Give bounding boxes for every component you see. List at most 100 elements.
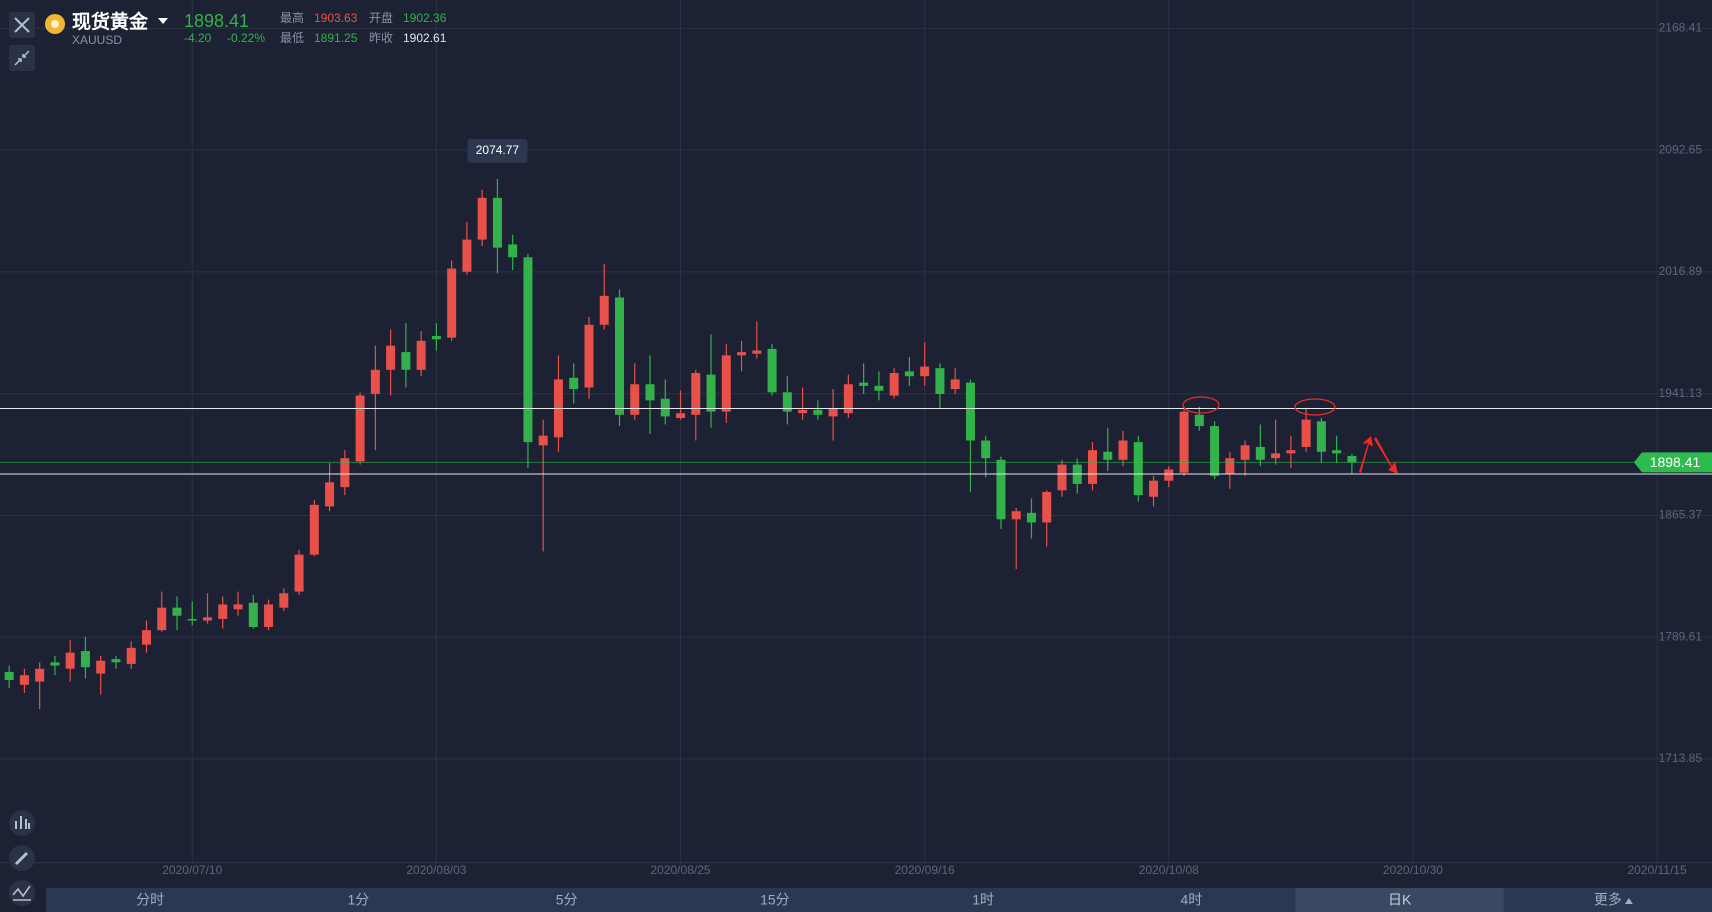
candle-body: [584, 324, 594, 388]
candle-body: [477, 197, 487, 240]
y-tick-label: 2016.89: [1659, 264, 1703, 278]
draw-button[interactable]: [9, 845, 35, 871]
candle-body: [96, 660, 106, 674]
gold-icon-inner: [51, 20, 59, 28]
candle-body: [920, 366, 930, 377]
candle-body: [828, 408, 838, 417]
change-pct: -0.22%: [227, 31, 265, 45]
candle-body: [462, 239, 472, 272]
candle-body: [340, 458, 350, 488]
candle-body: [1133, 442, 1143, 496]
candle-body: [1332, 450, 1342, 454]
candle-body: [80, 651, 90, 668]
candle-body: [218, 604, 228, 619]
timeframe-tab[interactable]: 日K: [1388, 892, 1412, 908]
candle-body: [65, 652, 75, 669]
x-tick-label: 2020/08/03: [406, 863, 466, 877]
more-arrow[interactable]: [1624, 898, 1633, 904]
candle-body: [1179, 411, 1189, 473]
candle-body: [1271, 453, 1281, 459]
last-price-tag: [1634, 452, 1712, 473]
candle-body: [889, 373, 899, 396]
candle-body: [1225, 458, 1235, 475]
annotation-ellipse: [1182, 396, 1220, 414]
y-tick-label: 1713.85: [1659, 751, 1703, 765]
candle-body: [1026, 512, 1036, 523]
candle-body: [1164, 469, 1174, 481]
candle-body: [813, 409, 823, 415]
line-tool-button[interactable]: [9, 880, 35, 906]
high-label: 最高: [280, 10, 304, 25]
candle-body: [859, 382, 869, 386]
x-tick-label: 2020/10/08: [1139, 863, 1199, 877]
timeframe-tab[interactable]: 1分: [347, 892, 369, 908]
annotation-arrow: [1359, 436, 1373, 473]
plot: 1713.85 1789.61 1865.37 1941.13 2016.89 2092.…: [0, 0, 1712, 877]
x-tick-label: 2020/11/15: [1627, 863, 1686, 877]
candle-body: [126, 647, 136, 664]
candle-body: [1103, 451, 1113, 460]
candle-body: [264, 604, 274, 627]
high-value: 1903.63: [314, 11, 358, 25]
candle-body: [1240, 445, 1250, 460]
candle-body: [1088, 450, 1098, 484]
candle-body: [767, 348, 777, 393]
annotation-arrow: [1374, 437, 1398, 474]
close-button[interactable]: [9, 12, 35, 38]
candle-body: [965, 382, 975, 441]
candle-body: [1210, 426, 1220, 476]
candle-body: [431, 336, 441, 340]
candle-body: [1042, 491, 1052, 523]
timeframe-tab[interactable]: 1时: [972, 892, 994, 908]
candle-body: [1149, 480, 1159, 497]
low-label: 最低: [280, 31, 304, 45]
candle-body: [660, 398, 670, 417]
candle-body: [141, 630, 151, 645]
candle-body: [996, 459, 1006, 520]
candle-body: [157, 607, 167, 631]
x-tick-label: 2020/08/25: [650, 863, 710, 877]
timeframe-tab[interactable]: 5分: [556, 892, 578, 908]
last-price: 1898.41: [184, 11, 249, 31]
timeframe-tab[interactable]: 分时: [136, 892, 164, 908]
annotation-ellipse: [1294, 398, 1336, 416]
candle-body: [538, 435, 548, 446]
tab-selected-bg: [1295, 888, 1504, 912]
x-tick-label: 2020/10/30: [1383, 863, 1443, 877]
candle-body: [706, 374, 716, 412]
candle-body: [279, 593, 289, 608]
candle-body: [50, 662, 60, 666]
candle-body: [370, 369, 380, 394]
candle-body: [1301, 419, 1311, 447]
high-label: 2074.77: [476, 143, 520, 157]
candle-body: [523, 257, 533, 443]
candle-body: [630, 384, 640, 415]
instrument-name[interactable]: 现货黄金: [72, 10, 149, 33]
candle-body: [447, 268, 457, 338]
candle-body: [1316, 421, 1326, 452]
candle-body: [904, 371, 914, 377]
instrument-symbol: XAUUSD: [72, 33, 122, 47]
candle-body: [798, 409, 808, 414]
y-tick-label: 1865.37: [1659, 508, 1703, 522]
timeframe-tab[interactable]: 4时: [1180, 892, 1202, 908]
candle-body: [569, 377, 579, 390]
candle-body: [599, 295, 609, 325]
indicator-button[interactable]: [9, 810, 35, 836]
prev-value: 1902.61: [403, 31, 447, 45]
candle-body: [401, 352, 411, 370]
candle-body: [492, 197, 502, 248]
candle-body: [325, 482, 335, 507]
timeframe-tab[interactable]: 更多: [1594, 892, 1622, 908]
candle-body: [950, 379, 960, 390]
y-tick-label: 2092.65: [1659, 142, 1703, 156]
shrink-button[interactable]: [9, 45, 35, 71]
instrument-dropdown[interactable]: [158, 18, 168, 24]
candle-body: [1286, 450, 1296, 454]
candle-body: [4, 671, 14, 681]
timeframe-tab[interactable]: 15分: [760, 892, 790, 908]
high-label-box: [467, 138, 528, 163]
candle-body: [614, 297, 624, 415]
